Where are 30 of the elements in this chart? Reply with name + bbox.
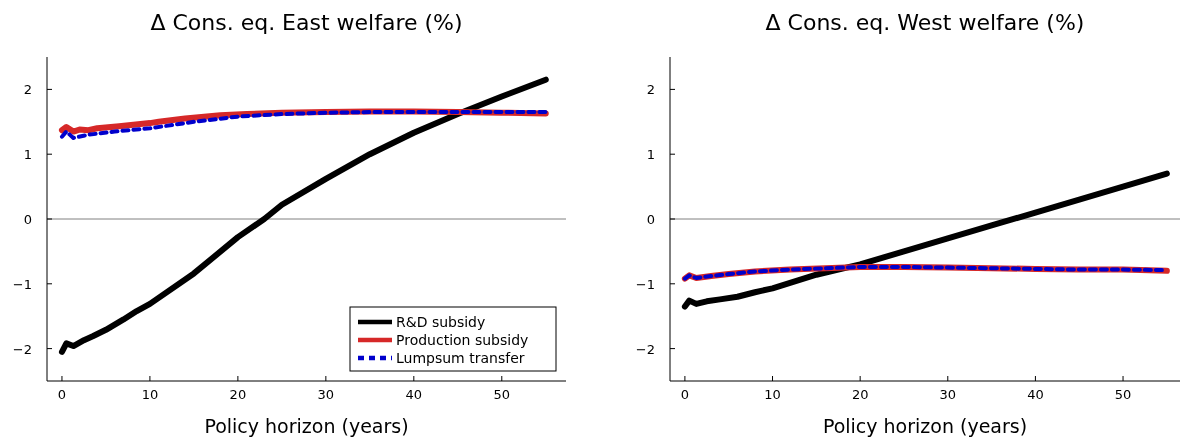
legend-label: Lumpsum transfer: [396, 350, 525, 366]
x-tick-label: 10: [141, 387, 159, 402]
x-tick-label: 0: [680, 387, 690, 402]
legend-label: R&D subsidy: [396, 314, 486, 330]
y-tick-label: 1: [646, 147, 655, 163]
x-tick-label: 50: [493, 387, 511, 402]
x-tick-label: 20: [229, 387, 247, 402]
y-tick-label: −1: [635, 276, 655, 292]
y-tick-label: 2: [23, 82, 32, 98]
chart-title: Δ Cons. eq. East welfare (%): [150, 10, 463, 35]
legend-label: Production subsidy: [396, 332, 529, 348]
y-tick-label: 0: [23, 212, 32, 227]
y-tick-label: 0: [646, 212, 655, 227]
x-tick-label: 10: [764, 387, 781, 402]
y-tick-label: −2: [635, 341, 655, 357]
y-tick-label: −1: [12, 276, 32, 292]
y-tick-label: −2: [12, 341, 32, 357]
y-tick-label: 2: [646, 82, 655, 98]
y-tick-label: 1: [23, 147, 32, 163]
x-tick-label: 30: [939, 387, 957, 402]
x-tick-label: 50: [1114, 387, 1132, 402]
x-tick-label: 20: [851, 387, 869, 402]
x-tick-label: 40: [405, 387, 423, 402]
x-axis-title: Policy horizon (years): [822, 415, 1028, 437]
x-tick-label: 30: [317, 387, 335, 402]
x-tick-label: 40: [1027, 387, 1044, 402]
x-tick-label: 0: [57, 387, 67, 402]
chart-title: Δ Cons. eq. West welfare (%): [765, 10, 1085, 35]
x-axis-title: Policy horizon (years): [204, 415, 409, 437]
line-series: [59, 110, 548, 140]
